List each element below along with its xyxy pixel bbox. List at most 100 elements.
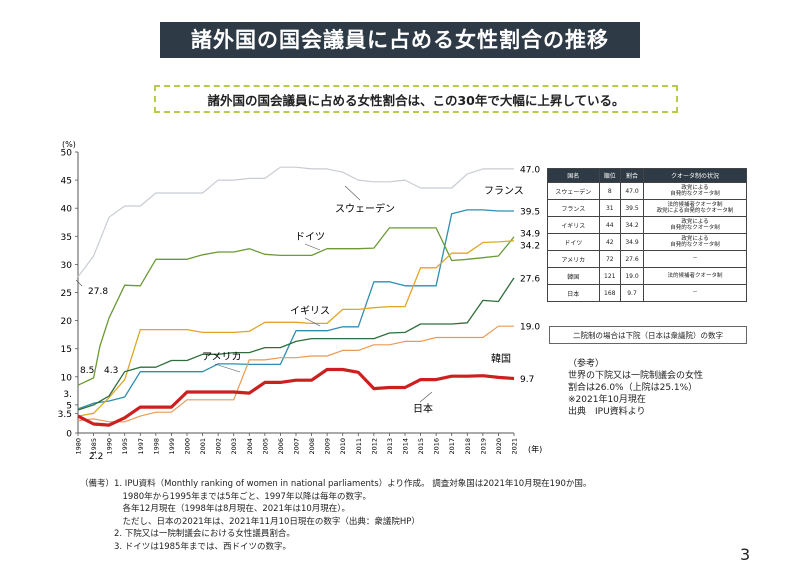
y-axis-label: (%) — [62, 140, 76, 149]
page-subtitle: 諸外国の国会議員に占める女性割合は、この30年で大幅に上昇している。 — [154, 85, 678, 113]
table-cell: 34.9 — [619, 233, 645, 251]
header-rank: 順位 — [598, 168, 621, 183]
reference-line: 割合は26.0%（上院は25.1%） — [568, 383, 698, 393]
series-annotation: フランス — [484, 185, 524, 197]
table-cell: 27.6 — [619, 250, 645, 268]
note-line: 2. 下院又は一院制議会における女性議員割合。 — [80, 529, 295, 539]
x-tick-label: 2013 — [386, 438, 394, 455]
table-cell: 47.0 — [619, 182, 645, 200]
header-ratio: 割合 — [619, 168, 645, 183]
bicameral-note: 二院制の場合は下院（日本は衆議院）の数字 — [549, 326, 747, 344]
series-line — [77, 227, 515, 386]
x-tick-label: 2001 — [199, 438, 207, 455]
x-tick-label: 2020 — [495, 438, 503, 455]
table-cell: 72 — [598, 250, 621, 268]
note-line: ただし、日本の2021年は、2021年11月10日現在の数字（出典：衆議院HP） — [80, 516, 420, 527]
table-cell: 121 — [598, 267, 621, 285]
x-tick-label: 2011 — [355, 438, 363, 455]
table-cell: 19.0 — [619, 267, 645, 285]
y-tick-label: 50 — [61, 149, 73, 159]
y-tick-label: 0 — [66, 430, 72, 440]
x-tick-label: 1997 — [137, 438, 145, 455]
annotation-leader — [75, 279, 83, 287]
series-line — [77, 277, 515, 411]
table-cell: 9.7 — [619, 284, 645, 302]
x-tick-label: 2000 — [184, 438, 192, 455]
quota-table-header: 国名 順位 割合 クオータ制の状況 — [547, 168, 747, 183]
series-line — [77, 240, 515, 417]
y-tick-label: 3.5 — [58, 410, 72, 420]
x-tick-label: 1998 — [152, 438, 160, 455]
reference-line: ※2021年10月現在 — [568, 395, 646, 405]
reference-line: 世界の下院又は一院制議会の女性 — [568, 371, 704, 381]
series-annotation: ドイツ — [295, 232, 325, 243]
x-tick-label: 2018 — [464, 438, 472, 455]
table-cell: 韓国 — [547, 267, 600, 285]
x-tick-label: 2016 — [433, 438, 441, 455]
y-tick-label: 25 — [61, 289, 72, 299]
y-tick-label: 3. — [63, 390, 72, 400]
x-tick-label: 2017 — [448, 438, 456, 455]
y-tick-label: 20 — [61, 317, 73, 327]
annotation-leader — [344, 185, 361, 201]
annotation-leader — [304, 317, 321, 327]
series-line — [77, 209, 514, 410]
y-tick-label: 35 — [61, 233, 72, 243]
series-end-label: 39.5 — [520, 208, 540, 218]
x-tick-label: 1995 — [121, 438, 129, 455]
notes: （備考）1. IPU資料（Monthly ranking of women in… — [80, 478, 591, 553]
series-end-label: 47.0 — [520, 165, 540, 175]
table-cell: フランス — [547, 199, 600, 217]
table-row: ドイツ 42 34.9 政党による 自発的なクオータ制 — [547, 233, 747, 251]
series-annotation: 8.5 — [80, 366, 94, 376]
table-cell: 法的候補者クオータ制 政党による自発的なクオータ制 — [643, 199, 747, 217]
note-line: 3. ドイツは1985年までは、西ドイツの数字。 — [80, 541, 291, 552]
table-row: スウェーデン 8 47.0 政党による 自発的なクオータ制 — [547, 182, 747, 200]
table-cell: スウェーデン — [547, 182, 600, 200]
header-country: 国名 — [547, 168, 600, 183]
table-cell: － — [643, 250, 747, 268]
x-tick-label: 2012 — [370, 438, 378, 455]
x-tick-label: 2005 — [261, 438, 269, 455]
series-end-label: 9.7 — [520, 375, 534, 385]
table-cell: 日本 — [547, 284, 600, 302]
series-end-label: 27.6 — [520, 274, 540, 284]
reference-line: 出典 IPU資料より — [568, 407, 646, 417]
table-row: アメリカ 72 27.6 － — [547, 250, 747, 268]
series-annotation: スウェーデン — [335, 202, 395, 215]
x-tick-label: 2021 — [511, 438, 519, 455]
x-tick-label: 1985 — [90, 438, 98, 455]
table-cell: 政党による 自発的なクオータ制 — [643, 233, 747, 251]
table-cell: 政党による 自発的なクオータ制 — [643, 216, 747, 234]
x-tick-label: 2019 — [479, 438, 487, 455]
table-cell: 法的候補者クオータ制 — [643, 267, 747, 285]
table-row: 韓国 121 19.0 法的候補者クオータ制 — [547, 267, 747, 285]
table-cell: アメリカ — [547, 250, 600, 268]
y-tick-label: 45 — [61, 177, 72, 187]
page-number: 3 — [740, 545, 751, 564]
note-line: （備考）1. IPU資料（Monthly ranking of women in… — [80, 479, 592, 489]
chart-series — [77, 166, 515, 427]
table-cell: 31 — [598, 199, 621, 217]
table-cell: 34.2 — [619, 216, 645, 234]
table-cell: 政党による 自発的なクオータ制 — [643, 182, 747, 200]
series-line — [77, 166, 514, 278]
quota-table: 国名 順位 割合 クオータ制の状況 スウェーデン 8 47.0 政党による 自発的なクオ… — [547, 168, 747, 302]
series-annotation: イギリス — [290, 305, 330, 317]
series-line — [77, 325, 514, 423]
series-end-label: 19.0 — [520, 323, 540, 333]
header-quota: クオータ制の状況 — [643, 168, 747, 183]
table-cell: イギリス — [547, 216, 600, 234]
x-tick-label: 1990 — [106, 438, 114, 455]
chart-axes: (%) (年) 0 3.55 10 15 20 25 30 35 40 45 50 3. 1980 1985 1… — [58, 140, 543, 455]
series-annotation: 27.8 — [88, 287, 108, 297]
x-tick-label: 2007 — [293, 438, 301, 455]
table-cell: 8 — [598, 182, 621, 200]
x-tick-label: 2015 — [417, 438, 425, 455]
table-row: 日本 168 9.7 － — [547, 284, 747, 302]
y-tick-label: 10 — [61, 373, 73, 383]
x-tick-label: 2004 — [246, 438, 254, 455]
note-line: 各年12月現在（1998年は8月現在、2021年は10月現在）。 — [80, 504, 351, 514]
series-end-label: 34.9 — [520, 229, 540, 239]
